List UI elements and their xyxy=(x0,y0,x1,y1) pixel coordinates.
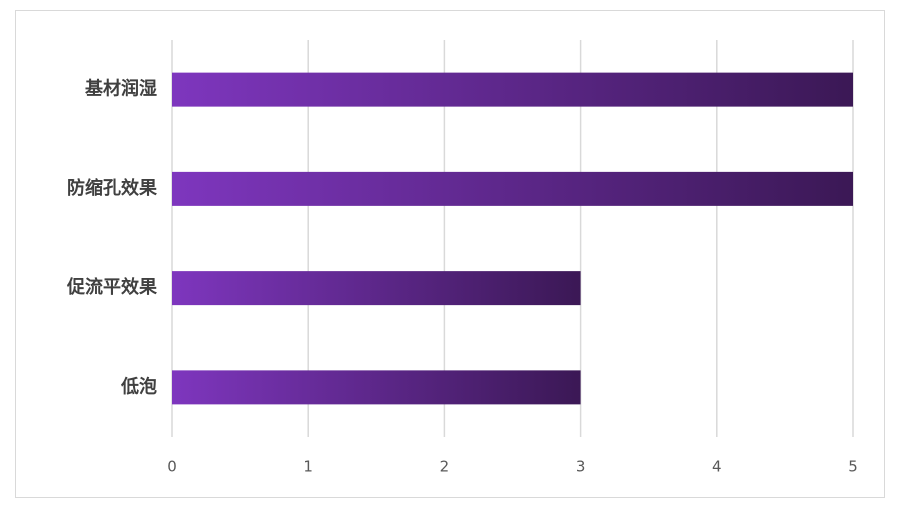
bar xyxy=(172,370,581,405)
bar xyxy=(172,271,581,306)
y-tick-label: 促流平效果 xyxy=(66,276,158,298)
y-tick-label: 基材润湿 xyxy=(84,78,157,100)
x-tick-label: 4 xyxy=(712,458,722,476)
x-tick-label: 3 xyxy=(576,458,586,476)
y-tick-label: 防缩孔效果 xyxy=(67,177,158,199)
x-tick-label: 5 xyxy=(848,458,858,476)
x-tick-label: 0 xyxy=(167,458,177,476)
bar xyxy=(172,171,853,206)
x-tick-label: 2 xyxy=(440,458,450,476)
x-tick-label: 1 xyxy=(303,458,313,476)
y-tick-label: 低泡 xyxy=(120,375,157,397)
bar xyxy=(172,72,853,107)
